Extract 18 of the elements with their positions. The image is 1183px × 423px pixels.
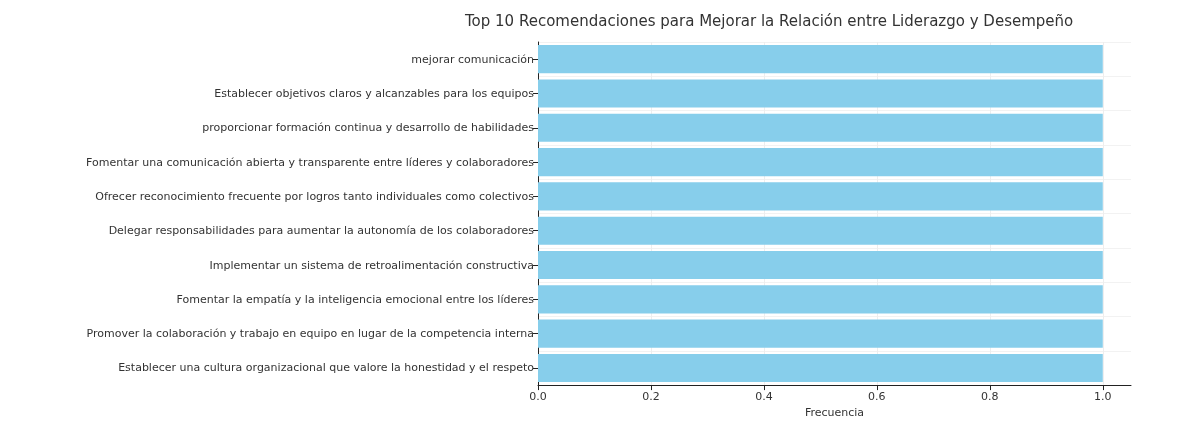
- y-tick-label: Establecer una cultura organizacional que valore la honestidad y el respeto: [118, 361, 535, 375]
- y-tick-label: Fomentar la empatía y la inteligencia emocional entre los líderes: [176, 292, 535, 306]
- x-tick-label: 0.8: [981, 390, 999, 404]
- x-tick-label: 0.6: [868, 390, 886, 404]
- y-tick-label: Promover la colaboración y trabajo en equipo en lugar de la competencia interna: [86, 327, 534, 341]
- y-tick-label: Implementar un sistema de retroalimentación constructiva: [209, 258, 534, 272]
- y-tick-label: Ofrecer reconocimiento frecuente por logros tanto individuales como colectivos: [95, 189, 535, 203]
- x-tick-label: 0.2: [642, 390, 660, 404]
- x-tick-label: 1.0: [1094, 390, 1112, 404]
- y-tick-label: Establecer objetivos claros y alcanzables para los equipos: [214, 86, 535, 100]
- y-tick-label: proporcionar formación continua y desarrollo de habilidades: [202, 121, 535, 135]
- y-tick-label: Fomentar una comunicación abierta y transparente entre líderes y colaboradores: [86, 155, 535, 169]
- x-tick-label: 0.0: [529, 390, 547, 404]
- x-axis-title: Frecuencia: [804, 406, 865, 419]
- chart-title: Top 10 Recomendaciones para Mejorar la Relación entre Liderazgo y Desempeño: [464, 11, 1074, 30]
- x-tick-label: 0.4: [755, 390, 773, 404]
- y-tick-label: Delegar responsabilidades para aumentar la autonomía de los colaboradores: [108, 224, 535, 238]
- y-tick-label: mejorar comunicación: [411, 52, 535, 66]
